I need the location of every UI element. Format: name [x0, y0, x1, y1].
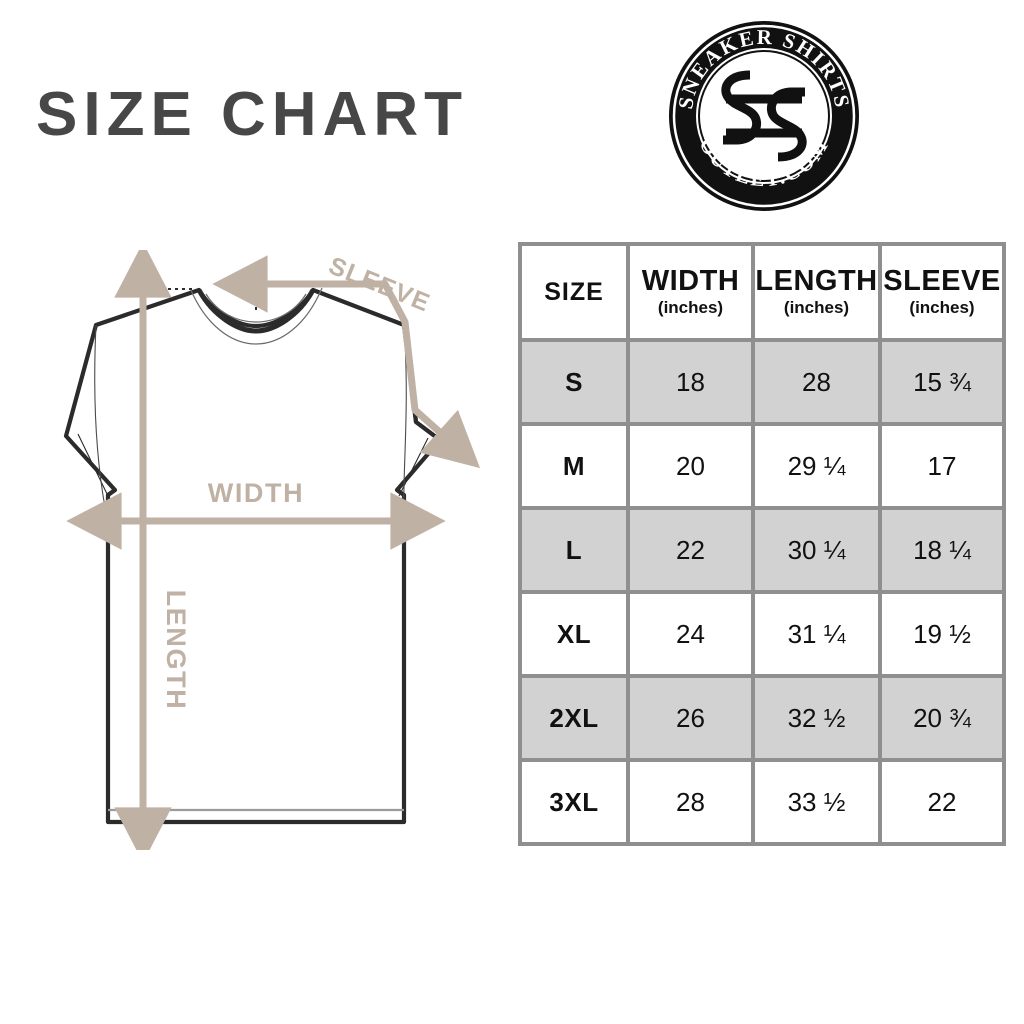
column-header-length-label: LENGTH — [755, 264, 878, 297]
column-header-sleeve: SLEEVE (inches) — [878, 242, 1006, 342]
cell-width: 26 — [626, 674, 755, 762]
cell-length: 32 ½ — [751, 674, 882, 762]
cell-width: 18 — [626, 338, 755, 426]
header-row: SIZE WIDTH (inches) LENGTH (inches) SLEE… — [518, 242, 1006, 342]
page-title: SIZE CHART — [36, 80, 468, 149]
table-row: XL 24 31 ¼ 19 ½ — [518, 590, 1006, 678]
column-header-size: SIZE — [518, 242, 630, 342]
table-row: 3XL 28 33 ½ 22 — [518, 758, 1006, 846]
tshirt-diagram: WIDTH LENGTH SLEEVE — [0, 250, 512, 850]
cell-sleeve: 20 ¾ — [878, 674, 1006, 762]
length-measure: LENGTH — [114, 250, 191, 850]
column-header-length: LENGTH (inches) — [751, 242, 882, 342]
size-table: SIZE WIDTH (inches) LENGTH (inches) SLEE… — [518, 242, 1006, 846]
cell-size: S — [518, 338, 630, 426]
size-table-body: S 18 28 15 ¾ M 20 29 ¼ 17 L 22 30 ¼ 18 ¼ XL 24 31 ¼ 19 … — [518, 338, 1006, 846]
column-header-width-unit: (inches) — [657, 297, 724, 317]
size-table-container: SIZE WIDTH (inches) LENGTH (inches) SLEE… — [518, 242, 1006, 846]
brand-logo: SNEAKER SHIRTS OUTLET.COM — [666, 18, 862, 214]
column-header-width: WIDTH (inches) — [626, 242, 755, 342]
cell-length: 31 ¼ — [751, 590, 882, 678]
cell-sleeve: 18 ¼ — [878, 506, 1006, 594]
table-row: 2XL 26 32 ½ 20 ¾ — [518, 674, 1006, 762]
logo-monogram-ss — [721, 70, 807, 162]
column-header-sleeve-label: SLEEVE — [883, 264, 1001, 297]
cell-width: 20 — [626, 422, 755, 510]
cell-length: 29 ¼ — [751, 422, 882, 510]
cell-sleeve: 19 ½ — [878, 590, 1006, 678]
cell-sleeve: 17 — [878, 422, 1006, 510]
tshirt-outline — [63, 287, 443, 825]
column-header-width-label: WIDTH — [641, 264, 740, 297]
cell-width: 28 — [626, 758, 755, 846]
cell-width: 24 — [626, 590, 755, 678]
column-header-size-label: SIZE — [544, 277, 604, 306]
width-label: WIDTH — [208, 478, 304, 508]
cell-size: XL — [518, 590, 630, 678]
logo-ring-hairline — [672, 24, 856, 208]
table-row: L 22 30 ¼ 18 ¼ — [518, 506, 1006, 594]
column-header-sleeve-unit: (inches) — [909, 297, 975, 317]
cell-size: M — [518, 422, 630, 510]
length-label: LENGTH — [161, 590, 191, 711]
cell-size: 2XL — [518, 674, 630, 762]
cell-size: L — [518, 506, 630, 594]
cell-sleeve: 15 ¾ — [878, 338, 1006, 426]
cell-length: 30 ¼ — [751, 506, 882, 594]
column-header-length-unit: (inches) — [783, 297, 850, 317]
size-table-header: SIZE WIDTH (inches) LENGTH (inches) SLEE… — [518, 242, 1006, 342]
cell-size: 3XL — [518, 758, 630, 846]
cell-sleeve: 22 — [878, 758, 1006, 846]
table-row: S 18 28 15 ¾ — [518, 338, 1006, 426]
cell-length: 28 — [751, 338, 882, 426]
cell-width: 22 — [626, 506, 755, 594]
cell-length: 33 ½ — [751, 758, 882, 846]
logo-face-hairline — [696, 48, 832, 184]
table-row: M 20 29 ¼ 17 — [518, 422, 1006, 510]
